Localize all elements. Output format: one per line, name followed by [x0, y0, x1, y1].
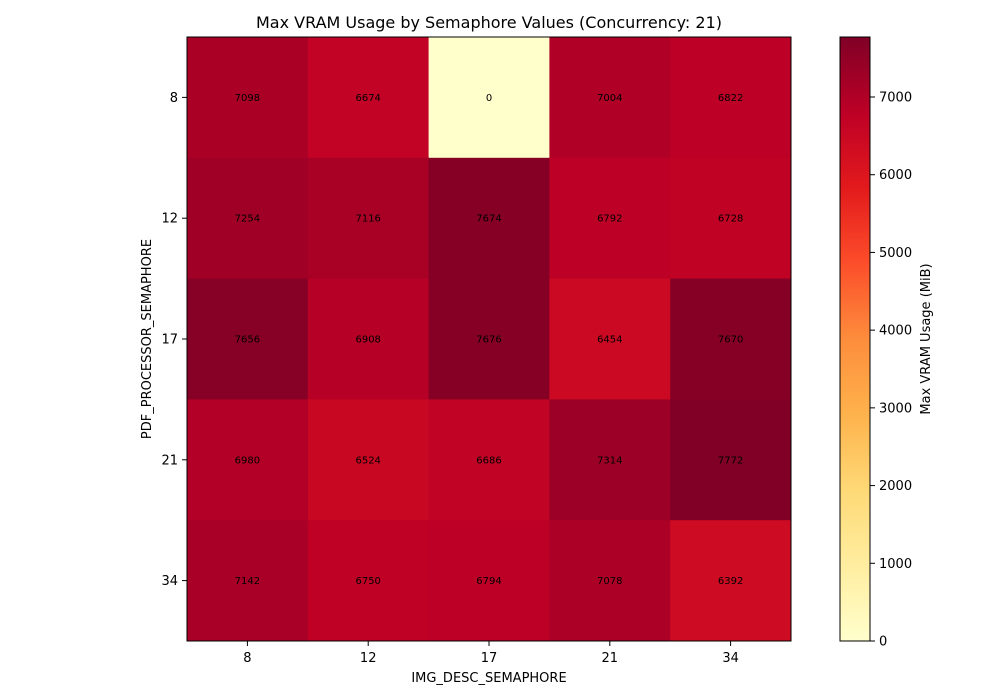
cell-value-label: 7078: [597, 576, 622, 587]
heatmap-cell: [187, 399, 309, 521]
x-tick-label: 12: [360, 651, 377, 666]
cell-value-label: 7674: [476, 214, 501, 225]
heatmap-cell: [549, 520, 671, 642]
heatmap-cell: [549, 278, 671, 400]
colorbar-tick-label: 5000: [879, 246, 912, 261]
colorbar-tick-label: 6000: [879, 168, 912, 183]
cell-value-label: 6908: [355, 335, 380, 346]
cell-value-label: 7656: [235, 335, 260, 346]
colorbar: [839, 36, 871, 642]
heatmap-cell: [307, 37, 430, 159]
cell-value-label: 6392: [718, 576, 743, 587]
cell-value-label: 6794: [476, 576, 501, 587]
heatmap-cell: [187, 520, 309, 642]
chart-title: Max VRAM Usage by Semaphore Values (Conc…: [256, 13, 722, 32]
heatmap-cell: [428, 399, 550, 521]
x-axis-label: IMG_DESC_SEMAPHORE: [411, 671, 566, 686]
y-tick-label: 8: [170, 91, 178, 106]
y-axis-label: PDF_PROCESSOR_SEMAPHORE: [140, 239, 155, 439]
heatmap-cell: [670, 278, 792, 400]
heatmap-cell: [307, 520, 430, 642]
cell-value-label: 6728: [718, 214, 743, 225]
cell-value-label: 0: [486, 93, 492, 104]
x-tick-label: 17: [481, 651, 498, 666]
heatmap-cell: [307, 399, 430, 521]
cell-value-label: 6822: [718, 93, 743, 104]
colorbar-label: Max VRAM Usage (MiB): [919, 263, 934, 414]
colorbar-tick-label: 0: [879, 635, 887, 650]
heatmap-cell: [428, 278, 550, 400]
colorbar-tick-label: 7000: [879, 90, 912, 105]
heatmap-cell: [307, 278, 430, 400]
colorbar-ticks: 0 1000 2000 3000 4000 5000 6000 7000: [870, 90, 912, 650]
cell-value-label: 6980: [235, 455, 260, 466]
x-tick-label: 21: [602, 651, 619, 666]
cell-value-label: 6792: [597, 214, 622, 225]
cell-value-label: 6524: [355, 455, 380, 466]
heatmap-cell: [428, 37, 550, 159]
heatmap-cell: [428, 520, 550, 642]
heatmap-cell: [187, 278, 309, 400]
heatmap-cells: [187, 37, 792, 642]
cell-value-label: 6686: [476, 455, 501, 466]
heatmap-cell: [549, 37, 671, 159]
heatmap-cell: [549, 157, 671, 280]
cell-value-label: 7314: [597, 455, 622, 466]
cell-value-label: 7098: [235, 93, 260, 104]
y-tick-label: 17: [161, 333, 178, 348]
cell-value-label: 6454: [597, 335, 622, 346]
colorbar-tick-label: 3000: [879, 401, 912, 416]
cell-value-label: 6750: [355, 576, 380, 587]
heatmap-cell: [670, 37, 792, 159]
cell-value-label: 7676: [476, 335, 501, 346]
colorbar-tick-label: 1000: [879, 557, 912, 572]
heatmap-cell: [428, 157, 550, 280]
cell-value-label: 7004: [597, 93, 622, 104]
cell-value-label: 7116: [355, 214, 380, 225]
y-tick-label: 12: [161, 212, 178, 227]
heatmap-cell: [549, 399, 671, 521]
colorbar-tick-label: 4000: [879, 324, 912, 339]
cell-value-label: 7142: [235, 576, 260, 587]
x-tick-label: 8: [243, 651, 251, 666]
y-tick-label: 21: [161, 453, 178, 468]
y-axis-ticks: 8 12 17 21 34: [161, 91, 187, 589]
colorbar-tick-label: 2000: [879, 479, 912, 494]
cell-value-label: 7254: [235, 214, 260, 225]
heatmap-cell: [670, 399, 792, 521]
heatmap-cell: [670, 520, 792, 642]
cell-value-label: 7772: [718, 455, 743, 466]
cell-value-label: 7670: [718, 335, 743, 346]
heatmap-cell: [187, 37, 309, 159]
y-tick-label: 34: [161, 574, 178, 589]
x-axis-ticks: 8 12 17 21 34: [243, 641, 739, 666]
heatmap-cell-labels: 7098 6674 0 7004 6822 7254 7116 7674 6792 6728 765…: [235, 93, 744, 587]
heatmap-cell: [307, 157, 430, 280]
x-tick-label: 34: [722, 651, 739, 666]
heatmap-cell: [670, 157, 792, 280]
heatmap-cell: [187, 157, 309, 280]
cell-value-label: 6674: [355, 93, 380, 104]
